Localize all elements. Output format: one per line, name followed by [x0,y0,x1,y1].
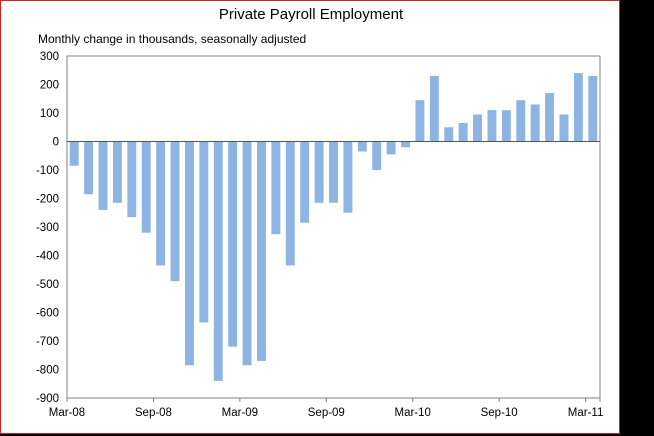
bar-apr-10 [429,75,439,142]
bar-oct-08 [170,141,180,282]
bar-nov-10 [530,104,540,142]
bar-mar-10 [415,100,425,142]
bar-may-09 [271,141,281,235]
bar-jan-09 [213,141,223,381]
bar-apr-08 [84,141,94,195]
bar-feb-11 [573,73,583,142]
bar-aug-10 [487,110,497,142]
bar-apr-09 [257,141,266,361]
bar-may-08 [98,141,108,210]
x-tick-label: Mar-08 [49,407,85,419]
bar-mar-09 [242,141,252,366]
bar-feb-09 [228,141,238,347]
x-tick-label: Sep-10 [481,407,518,419]
y-tick-label: 100 [40,108,59,120]
x-tick-label: Sep-08 [135,407,172,419]
bar-mar-11 [588,75,598,142]
bar-sep-10 [501,110,511,142]
bar-jul-10 [473,114,483,142]
x-tick-label: Sep-09 [308,407,345,419]
bar-dec-10 [545,93,555,142]
x-tick-label: Mar-11 [568,407,604,419]
bar-jun-09 [285,141,295,266]
bar-jan-11 [559,114,569,142]
y-tick-label: 300 [40,51,59,63]
bar-dec-08 [199,141,209,323]
bar-nov-08 [184,141,194,366]
y-tick-label: -200 [36,194,59,206]
bar-jul-08 [127,141,137,218]
bar-oct-09 [343,141,353,213]
bar-aug-09 [314,141,324,203]
y-tick-label: -100 [36,165,59,177]
bar-jan-10 [386,141,396,155]
y-tick-label: 200 [40,80,59,92]
bar-jun-08 [112,141,122,203]
bar-aug-08 [141,141,151,233]
x-tick-label: Mar-09 [222,407,258,419]
y-tick-label: -900 [36,393,59,405]
y-tick-label: -300 [36,222,59,234]
y-tick-label: -500 [36,279,59,291]
chart-subtitle: Monthly change in thousands, seasonally … [38,32,307,46]
bar-mar-08 [69,141,79,166]
y-tick-label: -800 [36,365,59,377]
y-tick-label: -400 [36,251,59,263]
bar-jul-09 [300,141,310,223]
bar-oct-10 [516,100,526,142]
bar-jun-10 [458,122,468,142]
y-tick-label: -700 [36,336,59,348]
bar-may-10 [444,127,454,142]
chart-panel: Private Payroll Employment Monthly chang… [0,0,620,434]
bar-sep-08 [156,141,166,266]
bar-sep-09 [329,141,338,203]
bar-dec-09 [372,141,382,170]
x-tick-label: Mar-10 [395,407,431,419]
chart-title: Private Payroll Employment [218,6,404,23]
y-tick-label: 0 [53,137,59,149]
bar-nov-09 [357,141,367,152]
y-tick-label: -600 [36,308,59,320]
bar-feb-10 [401,141,410,148]
